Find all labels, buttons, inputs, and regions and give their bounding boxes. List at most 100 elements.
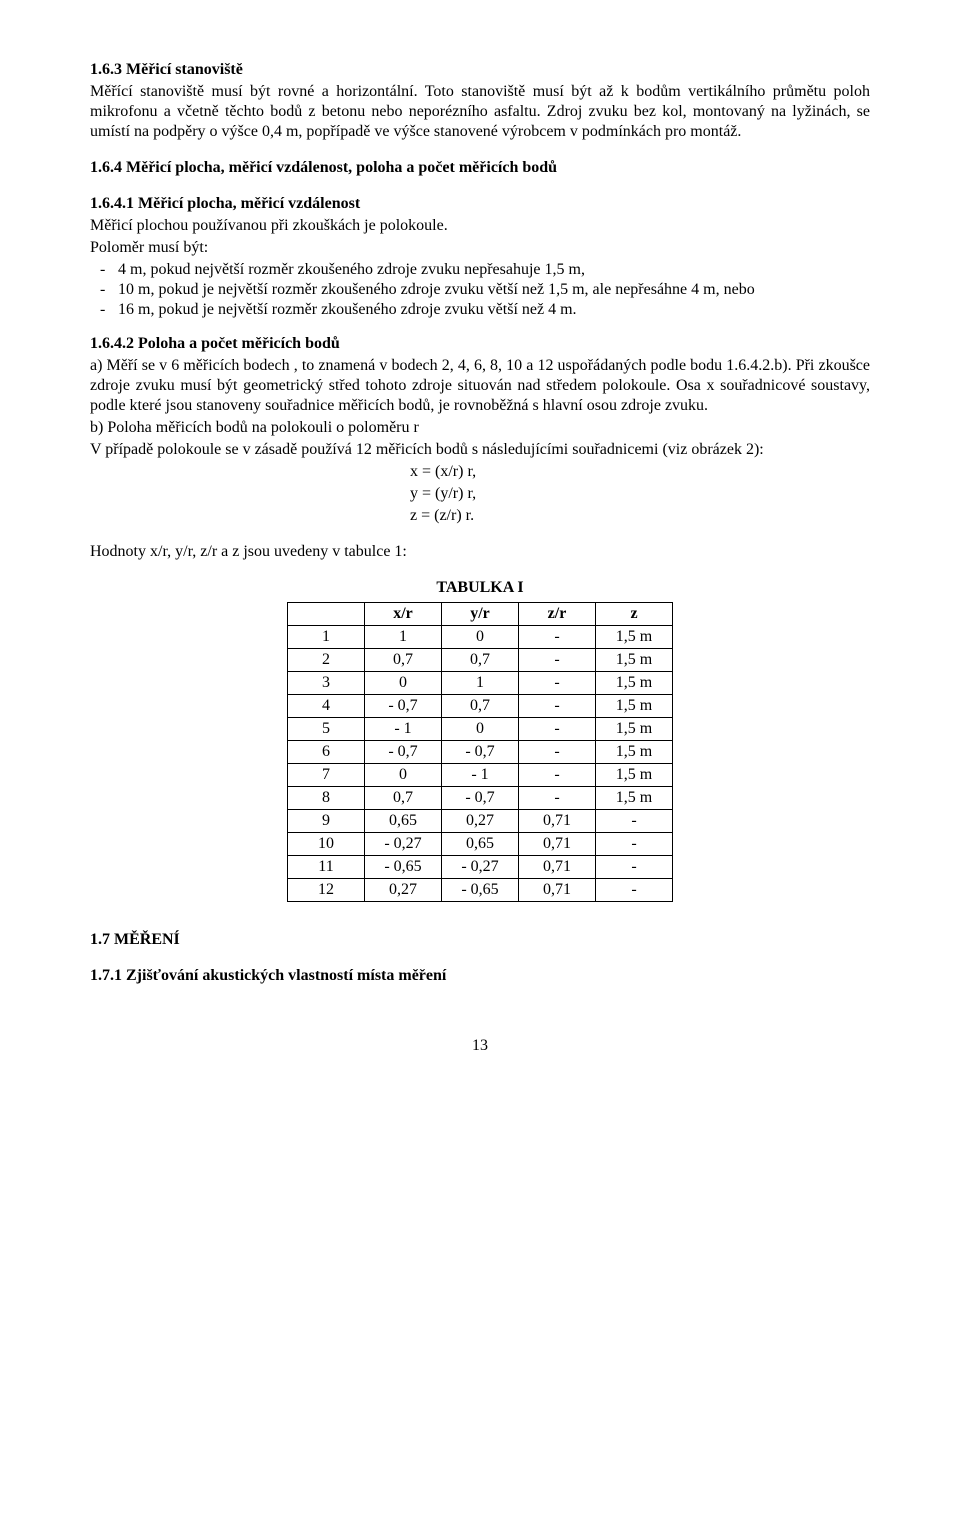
table-row: 110-1,5 m [288,626,673,649]
table-cell: 3 [288,672,365,695]
table-cell: 1,5 m [596,672,673,695]
para-1-6-3: Měřící stanoviště musí být rovné a horiz… [90,82,870,142]
table-header: z/r [519,603,596,626]
formula-z: z = (z/r) r. [410,506,870,526]
table-cell: 11 [288,856,365,879]
table-cell: - 0,65 [365,856,442,879]
table-cell: 1,5 m [596,695,673,718]
table-cell: - [519,672,596,695]
list-item: 10 m, pokud je největší rozměr zkoušenéh… [90,280,870,300]
table-row: 20,70,7-1,5 m [288,649,673,672]
table-cell: - 0,27 [442,856,519,879]
table-cell: 9 [288,810,365,833]
table-cell: - [519,695,596,718]
para-1-6-4-2-b2: V případě polokoule se v zásadě používá … [90,440,870,460]
table-header-row: x/r y/r z/r z [288,603,673,626]
table-header: y/r [442,603,519,626]
table-cell: 0 [442,626,519,649]
table-cell: 2 [288,649,365,672]
table-row: 120,27- 0,650,71- [288,879,673,902]
table-cell: - 0,7 [442,787,519,810]
heading-1-6-4-1: 1.6.4.1 Měřicí plocha, měřicí vzdálenost [90,194,870,214]
table-row: 11- 0,65- 0,270,71- [288,856,673,879]
table-header: x/r [365,603,442,626]
table-cell: - [519,718,596,741]
table-cell: 0,7 [365,787,442,810]
table-row: 70- 1-1,5 m [288,764,673,787]
table-cell: - [596,856,673,879]
para-1-6-4-2-b1: b) Poloha měřicích bodů na polokouli o p… [90,418,870,438]
para-table-intro: Hodnoty x/r, y/r, z/r a z jsou uvedeny v… [90,542,870,562]
table-cell: - [519,741,596,764]
table-cell: 0,71 [519,856,596,879]
formula-x: x = (x/r) r, [410,462,870,482]
table-row: 10- 0,270,650,71- [288,833,673,856]
table-cell: - [596,879,673,902]
table-cell: 0,71 [519,879,596,902]
table-cell: 0,7 [442,695,519,718]
table-cell: 1,5 m [596,787,673,810]
heading-1-6-4-2: 1.6.4.2 Poloha a počet měřicích bodů [90,334,870,354]
table-cell: 10 [288,833,365,856]
list-radius: 4 m, pokud největší rozměr zkoušeného zd… [90,260,870,320]
table-cell: 7 [288,764,365,787]
heading-1-7: 1.7 MĚŘENÍ [90,930,870,950]
table-cell: - 0,7 [365,695,442,718]
table-cell: 1 [288,626,365,649]
table-header [288,603,365,626]
table-cell: - [519,626,596,649]
table-cell: - [519,787,596,810]
table-cell: 0 [442,718,519,741]
list-item: 16 m, pokud je největší rozměr zkoušenéh… [90,300,870,320]
table-tabulka-1: x/r y/r z/r z 110-1,5 m20,70,7-1,5 m301-… [287,602,673,902]
table-title: TABULKA I [90,578,870,598]
table-cell: 0,65 [442,833,519,856]
table-cell: 0,27 [442,810,519,833]
table-cell: 8 [288,787,365,810]
para-1-6-4-1-a: Měřicí plochou používanou při zkouškách … [90,216,870,236]
table-cell: - [519,764,596,787]
para-1-6-4-2-a: a) Měří se v 6 měřicích bodech , to znam… [90,356,870,416]
table-cell: - 0,65 [442,879,519,902]
table-cell: - [519,649,596,672]
heading-1-7-1: 1.7.1 Zjišťování akustických vlastností … [90,966,870,986]
table-cell: - 0,7 [365,741,442,764]
page-number: 13 [90,1036,870,1056]
table-cell: 0,7 [365,649,442,672]
table-cell: 0,65 [365,810,442,833]
table-cell: 0 [365,764,442,787]
table-cell: 5 [288,718,365,741]
para-1-6-4-1-b: Poloměr musí být: [90,238,870,258]
table-cell: 0,7 [442,649,519,672]
table-cell: - [596,833,673,856]
table-row: 4- 0,70,7-1,5 m [288,695,673,718]
table-row: 6- 0,7- 0,7-1,5 m [288,741,673,764]
table-cell: 0,27 [365,879,442,902]
table-cell: 4 [288,695,365,718]
table-cell: 1,5 m [596,718,673,741]
heading-1-6-4: 1.6.4 Měřicí plocha, měřicí vzdálenost, … [90,158,870,178]
table-cell: - 0,7 [442,741,519,764]
table-cell: 1,5 m [596,649,673,672]
table-cell: - 1 [442,764,519,787]
formula-y: y = (y/r) r, [410,484,870,504]
table-cell: 0,71 [519,810,596,833]
table-row: 301-1,5 m [288,672,673,695]
table-cell: - 0,27 [365,833,442,856]
table-cell: 1,5 m [596,741,673,764]
table-row: 90,650,270,71- [288,810,673,833]
table-row: 5- 10-1,5 m [288,718,673,741]
table-cell: - 1 [365,718,442,741]
heading-1-6-3: 1.6.3 Měřicí stanoviště [90,60,870,80]
list-item: 4 m, pokud největší rozměr zkoušeného zd… [90,260,870,280]
table-cell: 0,71 [519,833,596,856]
table-cell: 1 [442,672,519,695]
table-header: z [596,603,673,626]
table-cell: 1,5 m [596,626,673,649]
table-cell: 12 [288,879,365,902]
table-cell: 1 [365,626,442,649]
table-cell: - [596,810,673,833]
table-row: 80,7- 0,7-1,5 m [288,787,673,810]
table-cell: 0 [365,672,442,695]
table-cell: 6 [288,741,365,764]
